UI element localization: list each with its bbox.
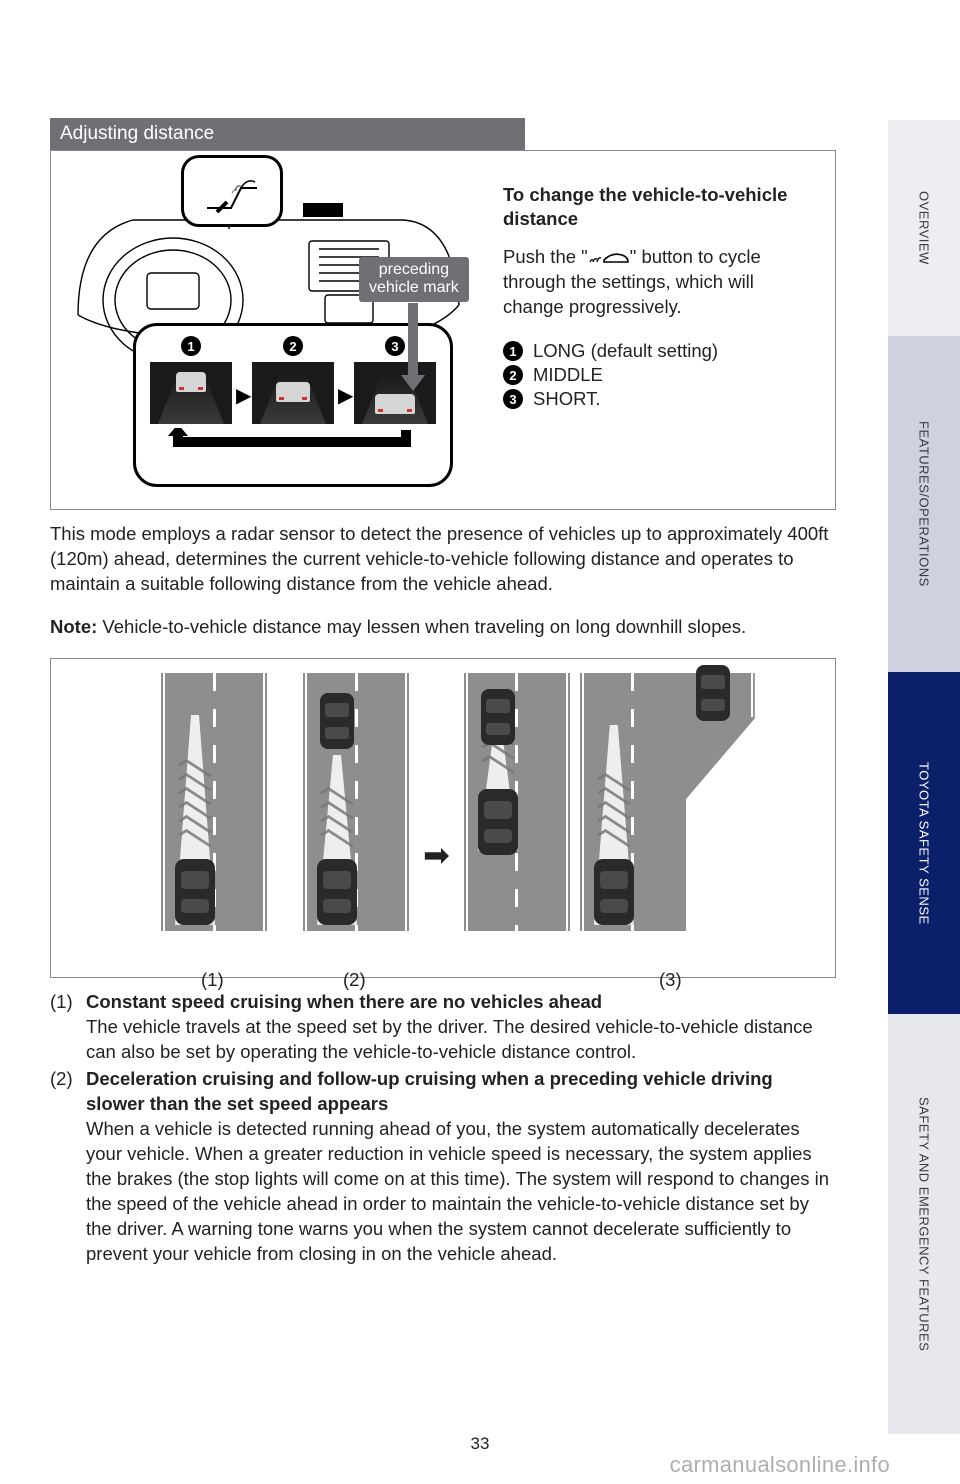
- figure-adjusting-distance: preceding vehicle mark 1 ▶ 2: [50, 150, 836, 510]
- caption-1: (1): [201, 969, 224, 991]
- radar-description: This mode employs a radar sensor to dete…: [50, 522, 836, 597]
- list-item-2: (2) Deceleration cruising and follow-up …: [50, 1067, 836, 1267]
- display-short: 3: [352, 336, 438, 424]
- list-item-short: 3SHORT.: [503, 388, 803, 410]
- cycle-arrow-icon: [148, 428, 442, 454]
- bullet-3: 3: [385, 336, 405, 356]
- bullet-2: 2: [283, 336, 303, 356]
- note-body: Vehicle-to-vehicle distance may lessen w…: [97, 616, 746, 637]
- distance-display-callout: 1 ▶ 2 ▶ 3: [133, 323, 453, 487]
- lane-4: [580, 673, 754, 931]
- bullet-1: 1: [181, 336, 201, 356]
- item1-body: The vehicle travels at the speed set by …: [86, 1016, 813, 1062]
- page: OVERVIEW FEATURES/OPERATIONS TOYOTA SAFE…: [0, 0, 960, 1484]
- distance-settings-list: 1LONG (default setting) 2MIDDLE 3SHORT.: [503, 340, 803, 410]
- sensor-callout-icon: [181, 155, 283, 227]
- content-area: Adjusting distance: [50, 118, 836, 1267]
- preceding-vehicle-label: preceding vehicle mark: [359, 257, 469, 302]
- tab-features[interactable]: FEATURES/OPERATIONS: [888, 336, 960, 672]
- item2-body: When a vehicle is detected running ahead…: [86, 1118, 829, 1264]
- item1-title: Constant speed cruising when there are n…: [86, 991, 602, 1012]
- section-header-wrap: Adjusting distance: [50, 118, 836, 150]
- section-tabs: OVERVIEW FEATURES/OPERATIONS TOYOTA SAFE…: [888, 120, 960, 1484]
- figure-cruising-modes: ➡: [50, 658, 836, 978]
- label-pointer-tip: [401, 375, 425, 391]
- item2-title: Deceleration cruising and follow-up crui…: [86, 1068, 773, 1114]
- lane-2: [303, 673, 409, 931]
- arrow-right-icon: ▶: [338, 383, 350, 408]
- change-distance-title: To change the vehicle-to-vehicle distanc…: [503, 183, 803, 231]
- distance-button-icon: [588, 250, 630, 266]
- list-item-1: (1) Constant speed cruising when there a…: [50, 990, 836, 1065]
- numbered-list: (1) Constant speed cruising when there a…: [50, 990, 836, 1267]
- figure-text: To change the vehicle-to-vehicle distanc…: [473, 165, 803, 495]
- arrow-right-icon: ▶: [236, 383, 248, 408]
- lane-3: [464, 673, 570, 931]
- display-middle: 2: [250, 336, 336, 424]
- figure-dashboard-illustration: preceding vehicle mark 1 ▶ 2: [73, 165, 473, 495]
- watermark: carmanualsonline.info: [670, 1452, 890, 1478]
- arrow-right-icon: ➡: [423, 836, 450, 874]
- display-long: 1: [148, 336, 234, 424]
- caption-2: (2): [343, 969, 366, 991]
- label-line1: preceding: [379, 261, 449, 278]
- note-paragraph: Note: Vehicle-to-vehicle distance may le…: [50, 615, 836, 640]
- change-distance-body: Push the "" button to cycle through the …: [503, 245, 803, 320]
- section-header: Adjusting distance: [50, 118, 525, 150]
- label-line2: vehicle mark: [369, 279, 459, 296]
- tab-tss[interactable]: TOYOTA SAFETY SENSE: [888, 672, 960, 1014]
- page-number: 33: [0, 1434, 960, 1454]
- label-pointer: [408, 303, 418, 381]
- list-item-long: 1LONG (default setting): [503, 340, 803, 362]
- lane-1: [161, 673, 267, 931]
- tab-overview[interactable]: OVERVIEW: [888, 120, 960, 336]
- list-item-middle: 2MIDDLE: [503, 364, 803, 386]
- tab-safety[interactable]: SAFETY AND EMERGENCY FEATURES: [888, 1014, 960, 1434]
- note-label: Note:: [50, 616, 97, 637]
- caption-3: (3): [659, 969, 682, 991]
